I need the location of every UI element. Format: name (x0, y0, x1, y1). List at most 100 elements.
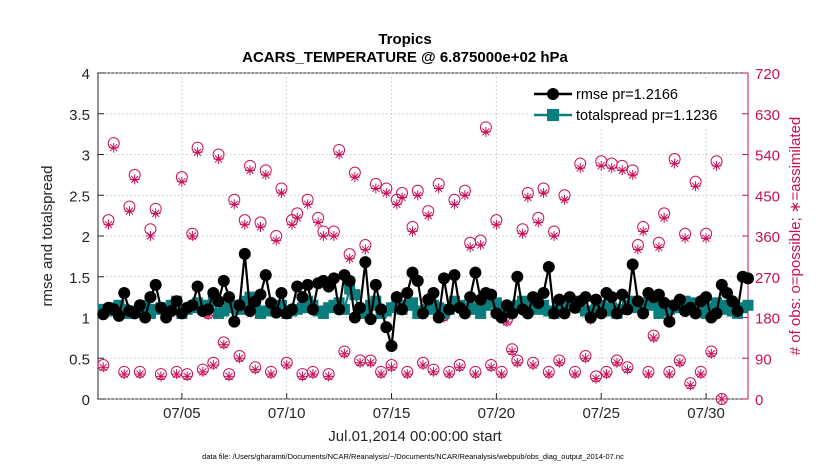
rmse-point (401, 287, 414, 300)
rmse-point (579, 291, 592, 304)
obs-assimilated-point (286, 219, 297, 230)
rmse-point (259, 269, 272, 282)
obs-assimilated-point (418, 360, 428, 371)
spread-point (296, 302, 308, 314)
rmse-point (149, 278, 162, 291)
obs-assimilated-point (659, 212, 670, 223)
spread-point (244, 291, 256, 303)
obs-layer (97, 121, 728, 405)
obs-assimilated-point (491, 219, 502, 230)
spread-point (407, 297, 419, 309)
obs-assimilated-point (459, 190, 470, 201)
rmse-point (521, 307, 534, 320)
obs-assimilated-point (155, 371, 166, 382)
obs-assimilated-point (103, 219, 114, 230)
rmse-point (710, 307, 723, 320)
obs-assimilated-point (449, 199, 460, 210)
rmse-point (233, 299, 246, 312)
rmse-point (621, 303, 634, 316)
obs-assimilated-point (606, 163, 617, 174)
rmse-point (595, 307, 608, 320)
obs-assimilated-point (706, 348, 717, 359)
y-tick-label-right: 270 (755, 270, 780, 287)
legend-spread-marker (547, 109, 559, 121)
rmse-point (511, 270, 524, 283)
obs-assimilated-point (124, 206, 135, 217)
rmse-point (448, 269, 461, 282)
rmse-point (327, 272, 340, 285)
obs-assimilated-point (512, 357, 523, 368)
rmse-point (186, 299, 199, 312)
obs-assimilated-point (281, 360, 292, 371)
rmse-point (558, 307, 571, 320)
spread-point (606, 302, 618, 314)
x-axis-label: Jul.01,2014 00:00:00 start (328, 428, 502, 445)
obs-assimilated-point (182, 371, 193, 382)
obs-assimilated-point (543, 369, 554, 380)
data-file-footer: data file: /Users/gharamti/Documents/NCA… (202, 452, 624, 461)
rmse-point (458, 307, 471, 320)
rmse-point (348, 311, 361, 324)
obs-assimilated-point (470, 369, 481, 380)
rmse-point (548, 307, 561, 320)
obs-assimilated-point (601, 369, 612, 380)
rmse-point (731, 304, 744, 317)
obs-assimilated-point (344, 253, 355, 264)
rmse-point (354, 301, 367, 314)
y-tick-label-left: 0 (82, 392, 90, 409)
x-tick-label: 07/25 (582, 405, 620, 422)
obs-assimilated-point (596, 160, 607, 171)
rmse-point (254, 288, 267, 301)
rmse-point (469, 266, 482, 279)
obs-assimilated-point (580, 353, 591, 364)
obs-assimilated-point (554, 357, 565, 368)
obs-assimilated-point (590, 373, 601, 384)
obs-assimilated-point (716, 394, 727, 404)
rmse-point (191, 280, 204, 293)
rmse-point (427, 287, 440, 300)
obs-assimilated-point (150, 208, 161, 219)
y-tick-label-left: 2.5 (69, 188, 90, 205)
rmse-point (154, 301, 167, 314)
y-tick-label-right: 720 (755, 66, 780, 83)
rmse-point (285, 303, 298, 316)
obs-assimilated-point (313, 217, 324, 228)
rmse-point (537, 287, 550, 300)
obs-assimilated-point (349, 172, 360, 183)
obs-assimilated-point (669, 158, 680, 169)
obs-assimilated-point (664, 369, 675, 380)
rmse-point (291, 280, 304, 293)
rmse-point (464, 291, 477, 304)
obs-assimilated-point (690, 181, 701, 192)
rmse-point (264, 296, 277, 309)
rmse-point (170, 295, 183, 308)
rmse-point (306, 303, 319, 316)
rmse-point (212, 295, 225, 308)
rmse-point (296, 291, 309, 304)
obs-assimilated-point (402, 369, 413, 380)
rmse-point (658, 296, 671, 309)
legend-rmse-marker (547, 88, 559, 100)
rmse-point (506, 307, 519, 320)
rmse-point (385, 340, 398, 353)
obs-assimilated-point (381, 187, 392, 198)
obs-assimilated-point (559, 194, 570, 205)
obs-assimilated-point (428, 366, 439, 377)
rmse-point (689, 307, 702, 320)
obs-assimilated-point (360, 244, 371, 255)
rmse-point (610, 307, 623, 320)
obs-assimilated-point (129, 174, 140, 185)
obs-assimilated-point (376, 369, 387, 380)
spread-point (344, 283, 356, 295)
obs-assimilated-point (224, 371, 235, 382)
obs-assimilated-point (444, 369, 455, 380)
obs-assimilated-point (192, 147, 203, 158)
rmse-series (97, 247, 754, 353)
spread-point (370, 295, 382, 307)
obs-assimilated-point (229, 199, 240, 210)
obs-assimilated-point (674, 357, 685, 368)
obs-assimilated-point (213, 154, 224, 165)
spread-point (648, 299, 660, 311)
obs-assimilated-point (239, 219, 250, 230)
